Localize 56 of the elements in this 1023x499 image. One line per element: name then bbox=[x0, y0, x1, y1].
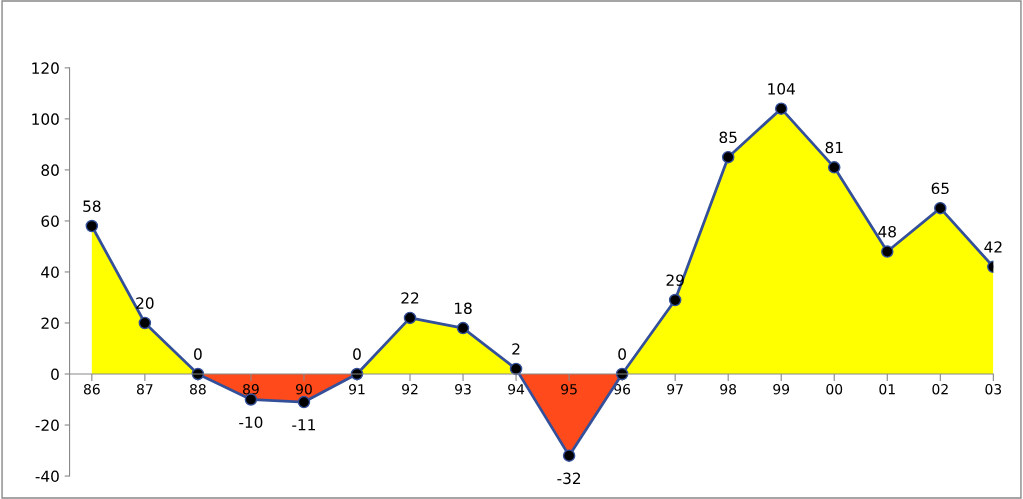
point bbox=[881, 245, 894, 258]
point bbox=[721, 150, 735, 164]
y-tick-label: -40 bbox=[35, 470, 59, 483]
y-tick-label: 0 bbox=[51, 368, 59, 381]
point bbox=[668, 293, 682, 307]
data-label: 0 bbox=[618, 348, 626, 360]
x-tick-label: 86 bbox=[83, 383, 100, 395]
x-tick-label: 92 bbox=[402, 383, 418, 395]
x-tick-label: 88 bbox=[190, 383, 206, 395]
x-tick-label: 98 bbox=[720, 383, 737, 395]
x-tick-label: 99 bbox=[773, 383, 790, 395]
x-tick-label: 93 bbox=[455, 383, 471, 395]
data-label: 22 bbox=[401, 292, 419, 304]
data-label: -32 bbox=[557, 472, 581, 485]
point bbox=[456, 321, 470, 335]
data-label: 85 bbox=[719, 131, 737, 144]
data-label: 65 bbox=[931, 182, 949, 195]
x-tick-label: 89 bbox=[243, 383, 259, 395]
y-tick-label: 40 bbox=[41, 266, 59, 278]
x-tick-label: 02 bbox=[932, 383, 948, 395]
data-label: 58 bbox=[83, 200, 101, 212]
point bbox=[138, 316, 152, 330]
x-tick-label: 01 bbox=[879, 383, 895, 395]
y-tick-label: 80 bbox=[41, 164, 59, 176]
point bbox=[297, 395, 311, 409]
data-label: 0 bbox=[353, 348, 361, 360]
y-tick-label: -20 bbox=[35, 419, 59, 432]
x-tick-label: 03 bbox=[985, 383, 1002, 395]
data-label: 81 bbox=[825, 141, 843, 154]
data-label: 18 bbox=[455, 302, 472, 315]
point bbox=[85, 219, 99, 233]
data-label: 20 bbox=[136, 297, 154, 309]
point bbox=[827, 161, 841, 174]
data-label: 104 bbox=[768, 83, 795, 95]
point bbox=[403, 311, 417, 325]
x-tick-label: 96 bbox=[614, 383, 631, 395]
point bbox=[934, 201, 947, 215]
data-label: -11 bbox=[292, 419, 316, 431]
data-label: 48 bbox=[878, 225, 896, 238]
y-tick-label: 120 bbox=[32, 62, 59, 74]
point bbox=[562, 449, 576, 462]
x-tick-label: 91 bbox=[349, 383, 365, 395]
data-label: 2 bbox=[512, 343, 520, 355]
x-tick-label: 95 bbox=[561, 383, 577, 395]
x-tick-label: 97 bbox=[667, 383, 683, 395]
point bbox=[774, 102, 788, 115]
y-tick-label: 60 bbox=[41, 215, 59, 227]
data-label: 0 bbox=[194, 348, 202, 360]
x-tick-label: 94 bbox=[508, 383, 525, 395]
x-tick-label: 90 bbox=[295, 383, 312, 395]
x-tick-label: 00 bbox=[826, 383, 843, 395]
y-tick-label: 20 bbox=[41, 317, 59, 329]
data-label: -10 bbox=[239, 416, 263, 428]
x-tick-label: 87 bbox=[136, 383, 153, 395]
y-tick-label: 100 bbox=[32, 113, 59, 125]
data-label: 42 bbox=[984, 241, 1002, 253]
